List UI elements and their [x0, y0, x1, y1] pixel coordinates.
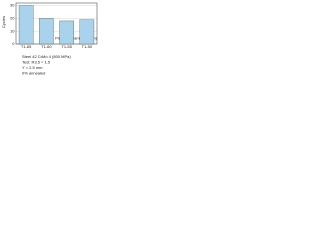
note: Test: R3.5 = 1.5 — [22, 60, 51, 65]
y-tick-label: 0 — [12, 41, 15, 46]
x-tick-label: T1-65 — [21, 44, 32, 49]
y-tick-label: 20 — [10, 15, 15, 20]
bar — [18, 5, 34, 45]
note: Y = 2.5 mm — [22, 65, 43, 70]
x-axis-label: Pin-hole diameter (mm) — [55, 36, 97, 41]
bar — [59, 20, 74, 45]
x-tick-label: T1-60 — [41, 44, 52, 49]
note: 0% annealed — [22, 71, 45, 76]
chart: Cycles Pin-hole diameter (mm) 0 10 20 30 T1-… — [1, 2, 98, 76]
plot-frame — [15, 2, 98, 45]
bar — [39, 18, 54, 45]
y-tick-label: 10 — [10, 28, 15, 33]
x-tick-label: T1-50 — [82, 44, 93, 49]
y-axis-label: Cycles — [1, 16, 6, 28]
bar — [79, 19, 95, 45]
y-tick-label: 30 — [10, 3, 15, 8]
note: Steel 42 CrMo 4 (800 MPa) — [22, 54, 71, 59]
x-tick-label: T1-55 — [61, 44, 72, 49]
